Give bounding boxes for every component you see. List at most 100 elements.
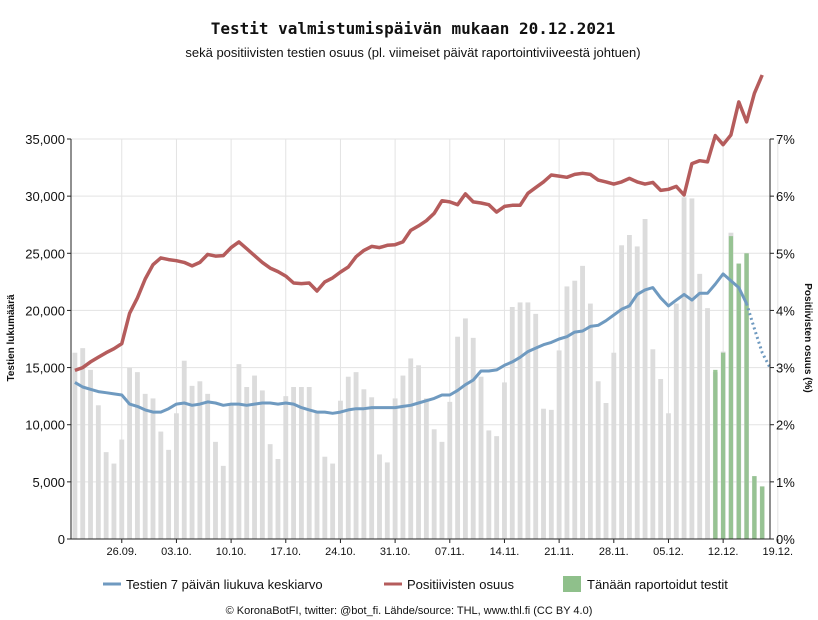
line-positive-share xyxy=(74,74,764,373)
bar-daily-tests xyxy=(408,358,414,539)
legend-label-moving-avg: Testien 7 päivän liukuva keskiarvo xyxy=(126,577,323,592)
y-tick-label-right: 7% xyxy=(776,132,795,147)
bar-daily-tests xyxy=(705,308,710,539)
bar-daily-tests xyxy=(134,372,140,539)
bar-daily-tests xyxy=(103,452,109,539)
today-reported-bars xyxy=(713,236,765,540)
bar-daily-tests xyxy=(244,387,250,539)
y-tick-label-left: 5,000 xyxy=(32,475,65,490)
bar-daily-tests xyxy=(236,364,242,539)
x-tick-label: 10.10. xyxy=(216,546,247,558)
bar-daily-tests xyxy=(509,307,515,539)
bar-daily-tests xyxy=(525,302,531,539)
chart-title: Testit valmistumispäivän mukaan 20.12.20… xyxy=(211,19,616,38)
y-tick-label-left: 35,000 xyxy=(25,132,65,147)
bar-daily-tests xyxy=(369,397,375,539)
bar-daily-tests xyxy=(306,387,312,539)
bar-daily-tests xyxy=(400,375,406,539)
bar-daily-tests xyxy=(80,348,86,539)
bar-daily-tests xyxy=(658,379,664,539)
bar-daily-tests xyxy=(462,318,468,539)
bar-daily-tests xyxy=(361,389,367,539)
y-tick-label-right: 3% xyxy=(776,361,795,376)
y-tick-label-left: 20,000 xyxy=(25,303,65,318)
bar-daily-tests xyxy=(166,449,172,539)
legend: Testien 7 päivän liukuva keskiarvo Posit… xyxy=(103,576,728,592)
bar-daily-tests xyxy=(275,459,281,539)
bar-daily-tests xyxy=(666,413,671,539)
bar-daily-tests xyxy=(384,462,390,539)
bar-daily-tests xyxy=(603,403,609,539)
line-moving-average-estimate xyxy=(745,303,772,369)
bar-daily-tests xyxy=(650,349,656,539)
bar-daily-tests xyxy=(478,376,484,539)
x-tick-label: 28.11. xyxy=(599,546,629,558)
bar-today-reported xyxy=(720,352,726,539)
bar-daily-tests xyxy=(447,401,453,539)
bar-daily-tests xyxy=(673,303,679,539)
bar-today-reported xyxy=(728,236,734,539)
bar-daily-tests xyxy=(377,454,382,539)
y-tick-label-right: 6% xyxy=(776,189,795,204)
bar-daily-tests xyxy=(564,286,570,539)
y-tick-label-left: 15,000 xyxy=(25,361,65,376)
bar-today-reported xyxy=(760,486,765,539)
bar-daily-tests xyxy=(431,429,437,539)
bar-today-reported xyxy=(713,369,718,539)
bar-daily-tests xyxy=(619,245,625,540)
x-tick-label: 12.12. xyxy=(708,546,739,558)
bar-daily-tests xyxy=(95,405,101,539)
bar-daily-tests xyxy=(470,337,476,539)
bar-today-reported xyxy=(744,253,749,540)
bar-daily-tests xyxy=(455,336,461,539)
y-axis-left-label: Testien lukumäärä xyxy=(6,294,17,382)
bar-daily-tests xyxy=(517,302,523,539)
bar-daily-tests xyxy=(502,382,507,539)
bar-daily-tests xyxy=(338,400,343,539)
axes xyxy=(70,139,771,540)
x-tick-label: 19.12. xyxy=(763,546,794,558)
x-tick-label: 24.10. xyxy=(325,546,356,558)
daily-test-bars xyxy=(72,197,765,540)
bar-daily-tests xyxy=(611,352,617,539)
bar-daily-tests xyxy=(88,369,93,539)
bar-today-reported xyxy=(736,263,741,539)
bar-daily-tests xyxy=(181,360,187,539)
y-tick-label-right: 2% xyxy=(776,418,795,433)
y-tick-label-right: 5% xyxy=(776,246,795,261)
bar-daily-tests xyxy=(314,411,320,539)
bar-daily-tests xyxy=(626,235,632,539)
bar-daily-tests xyxy=(345,376,351,539)
x-tick-label: 07.11. xyxy=(435,546,465,558)
bar-daily-tests xyxy=(330,463,336,539)
line-moving-average xyxy=(74,272,748,415)
bar-daily-tests xyxy=(72,352,78,539)
bar-daily-tests xyxy=(533,313,539,539)
bar-daily-tests xyxy=(416,365,421,539)
bar-today-reported xyxy=(752,476,757,539)
bar-daily-tests xyxy=(252,375,257,539)
legend-label-positive-share: Positiivisten osuus xyxy=(407,577,514,592)
y-tick-label-left: 0 xyxy=(58,532,65,547)
bar-daily-tests xyxy=(298,387,304,539)
bar-daily-tests xyxy=(205,393,211,539)
y-tick-label-right: 4% xyxy=(776,303,795,318)
bar-daily-tests xyxy=(595,381,601,539)
bar-daily-tests xyxy=(189,385,195,539)
x-tick-label: 17.10. xyxy=(270,546,301,558)
x-tick-label: 03.10. xyxy=(161,546,192,558)
bar-daily-tests xyxy=(322,456,328,539)
bar-daily-tests xyxy=(642,219,648,539)
bar-daily-tests xyxy=(587,303,593,539)
y-axis-right-ticks: 0% 1% 2% 3% 4% 5% 6% 7% xyxy=(770,132,795,547)
y-tick-label-right: 1% xyxy=(776,475,795,490)
bar-daily-tests xyxy=(174,413,179,539)
bar-daily-tests xyxy=(291,387,297,539)
bar-daily-tests xyxy=(158,431,164,539)
x-axis-ticks: 26.09. 03.10. 10.10. 17.10. 24.10. 31.10. 07.1… xyxy=(106,539,793,558)
x-tick-label: 31.10. xyxy=(380,546,411,558)
bar-daily-tests xyxy=(267,444,273,539)
x-tick-label: 26.09. xyxy=(106,546,137,558)
bar-daily-tests xyxy=(353,372,359,539)
